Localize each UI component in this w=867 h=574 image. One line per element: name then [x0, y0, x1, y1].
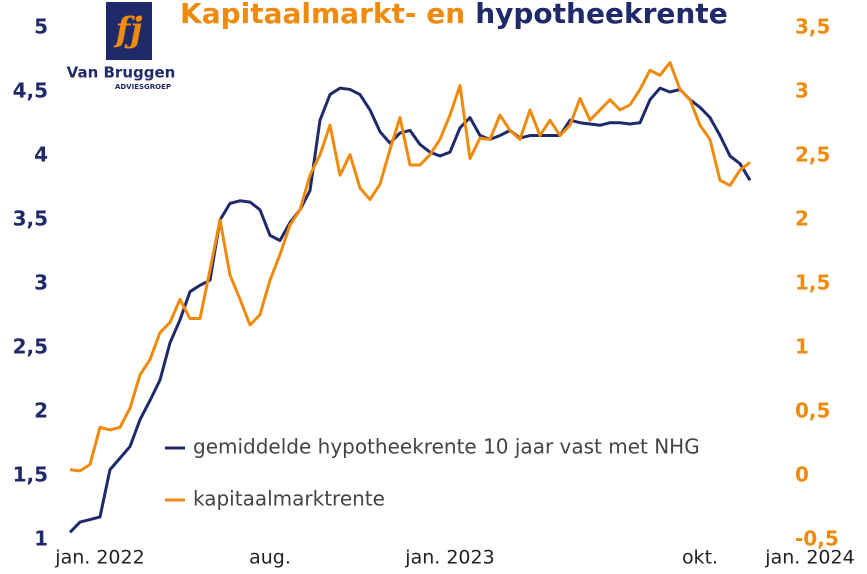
legend-label: kapitaalmarktrente — [193, 487, 385, 511]
y-tick-label: -0,5 — [795, 527, 839, 551]
y-tick-label: 2 — [34, 399, 48, 423]
data-line — [69, 61, 751, 473]
y-tick-label: 3,5 — [795, 15, 830, 39]
y-tick-label: 5 — [34, 15, 48, 39]
logo: fj Van Bruggen ADVIESGROEP — [67, 2, 176, 91]
x-tick-label: jan. 2023 — [404, 547, 494, 569]
y-tick-label: 1 — [34, 527, 48, 551]
x-tick-label: aug. — [249, 547, 291, 569]
x-tick-label: jan. 2024 — [764, 547, 854, 569]
title-part: Kapitaalmarkt- en — [180, 0, 465, 30]
y-tick-label: 1,5 — [13, 463, 48, 487]
y-tick-label: 0 — [795, 463, 809, 487]
logo-name: Van Bruggen — [67, 64, 176, 82]
y-tick-label: 3 — [795, 79, 809, 103]
legend-label: gemiddelde hypotheekrente 10 jaar vast m… — [193, 435, 700, 459]
y-tick-label: 2 — [795, 207, 809, 231]
title-part: hypotheekrente — [475, 0, 728, 30]
logo-sub: ADVIESGROEP — [115, 83, 171, 91]
y-tick-label: 2,5 — [13, 335, 48, 359]
y-tick-label: 4,5 — [13, 79, 48, 103]
data-line — [68, 86, 752, 534]
y-tick-label: 3 — [34, 271, 48, 295]
y-tick-label: 4 — [34, 143, 48, 167]
y-tick-label: 1,5 — [795, 271, 830, 295]
x-tick-label: jan. 2022 — [54, 547, 144, 569]
logo-mark: fj — [114, 10, 144, 50]
chart-title: Kapitaalmarkt- en hypotheekrente — [180, 0, 728, 30]
logo-box — [106, 2, 152, 60]
y-tick-label: 0,5 — [795, 399, 830, 423]
x-tick-label: okt. — [682, 547, 718, 569]
y-tick-label: 1 — [795, 335, 809, 359]
y-tick-label: 2,5 — [795, 143, 830, 167]
y-tick-label: 3,5 — [13, 207, 48, 231]
